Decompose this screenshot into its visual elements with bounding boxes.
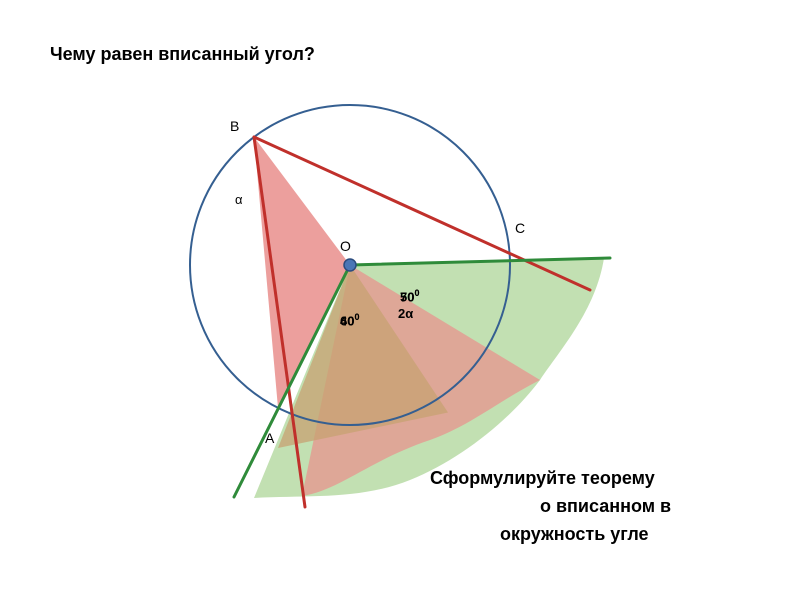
angle-70-val: 70 xyxy=(400,289,414,304)
angle-alpha: α xyxy=(235,192,243,207)
angle-70: 700 xyxy=(400,288,419,304)
theorem-line-2: о вписанном в xyxy=(540,496,671,517)
stage: Чему равен вписанный угол? В А С О α 400… xyxy=(0,0,800,600)
question-title: Чему равен вписанный угол? xyxy=(50,44,315,65)
angle-60-val: 60 xyxy=(340,313,354,328)
angle-2alpha: 2α xyxy=(398,306,413,321)
theorem-line-3: окружность угле xyxy=(500,524,649,545)
point-label-o: О xyxy=(340,238,351,254)
center-dot xyxy=(344,259,356,271)
angle-60: 600 xyxy=(340,312,359,328)
point-label-c: С xyxy=(515,220,525,236)
deg-sup: 0 xyxy=(354,312,359,322)
point-label-b: В xyxy=(230,118,239,134)
point-label-a: А xyxy=(265,430,274,446)
deg-sup: 0 xyxy=(414,288,419,298)
theorem-line-1: Сформулируйте теорему xyxy=(430,468,655,489)
